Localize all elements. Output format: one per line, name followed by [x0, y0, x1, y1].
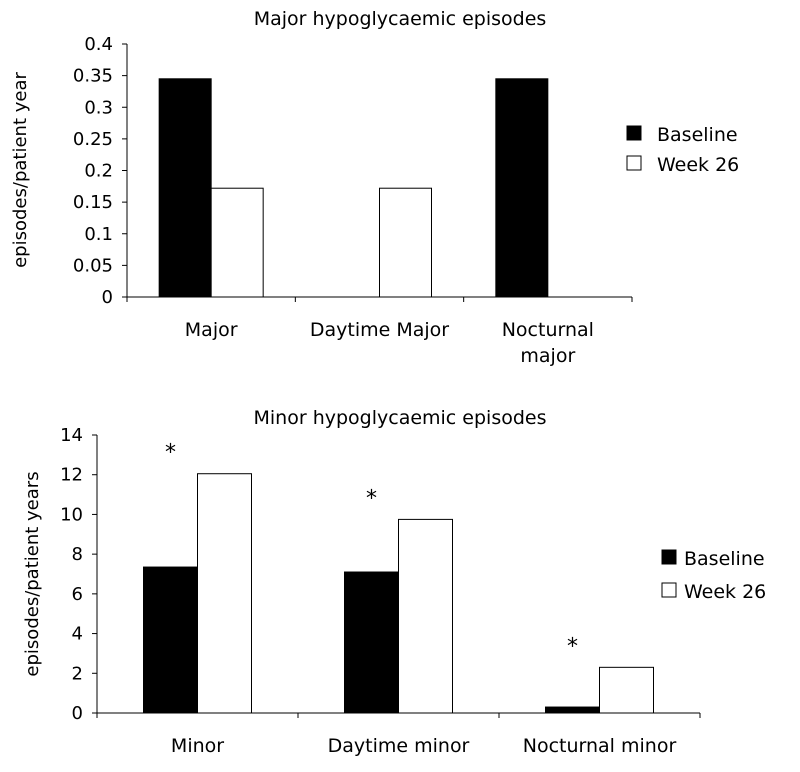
chart2-x-tick-label: Nocturnal minor [523, 735, 677, 757]
chart2-bar-baseline [344, 571, 399, 714]
chart2-legend-swatch [661, 549, 677, 565]
chart1-y-tick-label: 0.35 [73, 66, 113, 87]
chart2-bar-week-26 [599, 666, 654, 714]
chart1-legend-swatch [626, 125, 642, 141]
chart2-x-tick-label: Minor [171, 735, 224, 757]
chart1-bar-baseline [495, 78, 549, 298]
chart2-title: Minor hypoglycaemic episodes [254, 407, 547, 429]
chart2-legend-label: Baseline [684, 548, 765, 570]
chart2-significance-marker: * [366, 486, 377, 511]
chart2-y-tick-label: 6 [72, 584, 83, 605]
chart2-significance-marker: * [165, 441, 176, 466]
chart1-x-tick-label: Nocturnal [502, 319, 594, 341]
chart1-x-tick-label: major [520, 345, 575, 367]
chart2-y-tick-label: 14 [60, 425, 83, 446]
chart1-title: Major hypoglycaemic episodes [254, 8, 547, 30]
chart2-bar-baseline [545, 706, 600, 714]
chart1-x-tick-label: Major [185, 319, 238, 341]
chart1-legend-label: Week 26 [657, 154, 739, 176]
chart2-significance-marker: * [567, 634, 578, 659]
chart2-bar-week-26 [197, 473, 252, 714]
chart1-y-tick-label: 0.4 [84, 34, 113, 55]
chart2-y-tick-label: 8 [72, 544, 83, 565]
chart1-y-tick-label: 0 [102, 287, 113, 308]
chart2-bar-baseline [143, 566, 198, 714]
chart2-y-tick-label: 2 [72, 663, 83, 684]
chart2-legend-swatch [661, 582, 677, 598]
chart2-y-axis-label: episodes/patient years [22, 471, 43, 676]
chart2-y-tick-label: 12 [60, 465, 83, 486]
chart2-x-tick-label: Daytime minor [328, 735, 470, 757]
chart2-bar-week-26 [398, 518, 453, 714]
chart1-y-tick-label: 0.05 [73, 255, 113, 276]
chart1-y-tick-label: 0.1 [84, 224, 113, 245]
chart1-legend-label: Baseline [657, 124, 738, 146]
chart1-y-tick-label: 0.2 [84, 161, 113, 182]
chart1-y-tick-label: 0.15 [73, 192, 113, 213]
chart2-y-tick-label: 10 [60, 504, 83, 525]
chart1-x-tick-label: Daytime Major [310, 319, 449, 341]
chart2-y-tick-label: 4 [72, 624, 83, 645]
chart1-bar-baseline [158, 78, 212, 298]
chart2-y-tick-label: 0 [72, 703, 83, 724]
chart2-legend-label: Week 26 [684, 581, 766, 603]
chart1-legend-swatch [626, 155, 642, 171]
chart1-bar-week-26 [379, 187, 432, 298]
chart1-bar-week-26 [210, 187, 264, 298]
chart1-y-tick-label: 0.3 [84, 97, 113, 118]
chart1-y-axis-label: episodes/patient year [10, 72, 31, 268]
chart1-y-tick-label: 0.25 [73, 129, 113, 150]
